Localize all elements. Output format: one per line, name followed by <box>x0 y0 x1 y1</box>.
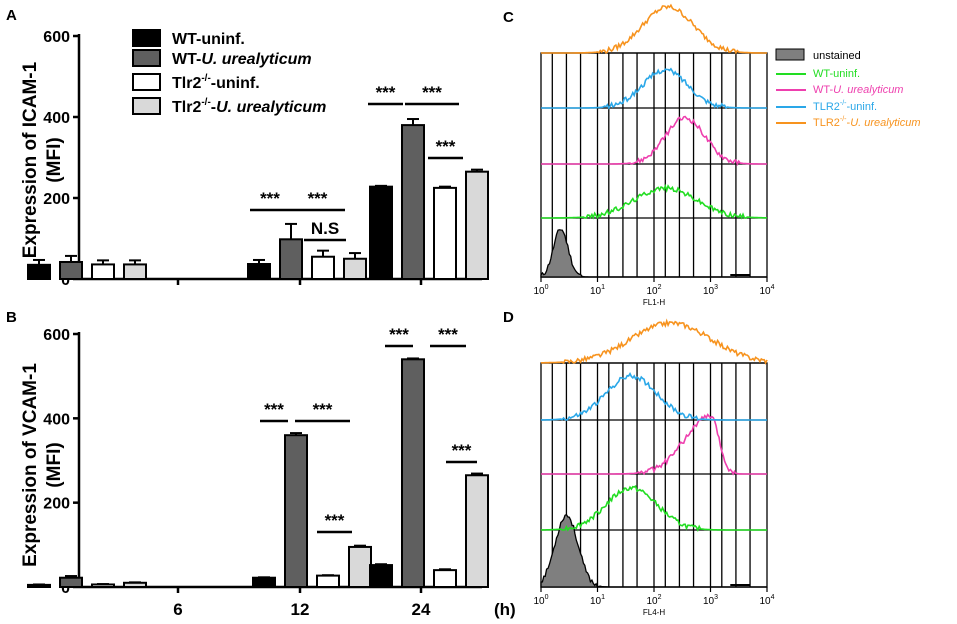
panel-label-b: B <box>6 309 17 326</box>
y-tick-label: 200 <box>43 496 70 513</box>
y-tick-label: 0 <box>61 272 70 289</box>
x-tick-label: 12 <box>291 600 310 619</box>
bar <box>401 124 425 280</box>
panel-label-c: C <box>503 9 514 26</box>
legend-swatch <box>132 49 161 67</box>
tlr2-uninf-histogram <box>541 67 767 110</box>
y-tick-label: 0 <box>61 580 70 597</box>
bar <box>279 238 303 280</box>
bar <box>59 576 83 588</box>
x-tick-label: 104 <box>759 594 774 607</box>
ylabel-icam: Expression of ICAM-1 (MFI) <box>20 61 65 258</box>
panel-label-d: D <box>503 309 514 326</box>
bar <box>348 545 372 588</box>
x-tick-label: 24 <box>412 600 431 619</box>
flow-histogram-fl1: 100 101 102 103 104 FL1-H <box>533 3 775 307</box>
x-tick-label: 101 <box>590 594 605 607</box>
significance-label: *** <box>260 189 280 208</box>
significance-label: *** <box>325 511 345 530</box>
x-tick-label: 104 <box>759 284 774 297</box>
ylabel-vcam: Expression of VCAM-1 (MFI) <box>20 363 65 567</box>
x-axis-label: FL1-H <box>643 298 665 307</box>
flow-histogram-fl4: 100 101 102 103 104 FL4-H <box>533 318 775 617</box>
legend-label: WT-U. urealyticum <box>813 84 903 96</box>
bar <box>433 569 457 589</box>
bar <box>252 576 276 588</box>
significance-label: *** <box>313 400 333 419</box>
bar <box>401 358 425 588</box>
panel-label-a: A <box>6 7 17 24</box>
unstained-histogram <box>540 229 767 278</box>
significance-label: *** <box>264 400 284 419</box>
bar-chart-icam: 0 200 400 600 *** *** N.S *** *** *** <box>27 29 489 289</box>
x-unit-label: (h) <box>494 600 516 619</box>
bar <box>123 263 147 281</box>
ylabel-icam-line2: (MFI) <box>44 137 65 182</box>
x-axis-label: FL4-H <box>643 608 665 617</box>
ylabel-icam-line1: Expression of ICAM-1 <box>20 61 41 258</box>
bar <box>123 581 147 588</box>
bar <box>465 474 489 588</box>
legend-label: Tlr2-/--U. urealyticum <box>172 97 326 116</box>
tlr2-uninf-histogram <box>541 372 767 421</box>
y-tick-label: 600 <box>43 29 70 46</box>
significance-label: *** <box>452 441 472 460</box>
legend-label: WT-U. urealyticum <box>172 51 312 68</box>
x-tick-label: 100 <box>533 594 548 607</box>
x-tick-label: 6 <box>173 600 182 619</box>
bar <box>247 263 271 281</box>
bar-chart-vcam: 0 200 400 600 6 12 24 (h) *** *** *** *** *** *** <box>27 325 516 619</box>
wt-urea-histogram <box>541 115 767 167</box>
legend-swatch <box>132 97 161 115</box>
bar <box>284 434 308 589</box>
legend-swatch <box>132 73 161 91</box>
legend-label: TLR2-/--U. urealyticum <box>813 116 920 129</box>
significance-label: *** <box>436 137 456 156</box>
legend-swatch <box>775 48 805 61</box>
x-tick-label: 103 <box>703 594 718 607</box>
bar <box>465 170 489 280</box>
bar <box>343 257 367 280</box>
x-tick-label: 101 <box>590 284 605 297</box>
bar <box>316 574 340 588</box>
wt-uninf-histogram <box>541 183 768 220</box>
tlr2-urea-histogram <box>541 3 767 55</box>
y-tick-label: 400 <box>43 411 70 428</box>
legend-label: WT-uninf. <box>172 31 245 48</box>
unstained-histogram <box>540 513 767 588</box>
flow-legend: unstained WT-uninf. WT-U. urealyticum TLR2-… <box>775 48 920 129</box>
significance-label: *** <box>308 189 328 208</box>
bar <box>433 186 457 280</box>
legend-label: unstained <box>813 50 861 62</box>
bar <box>369 185 393 280</box>
bar <box>369 564 393 588</box>
x-tick-label: 100 <box>533 284 548 297</box>
x-tick-label: 102 <box>646 594 661 607</box>
significance-label: *** <box>422 83 442 102</box>
wt-urea-histogram <box>541 413 767 476</box>
legend-label: TLR2-/--uninf. <box>813 100 877 113</box>
significance-label: *** <box>438 325 458 344</box>
x-tick-label: 103 <box>703 284 718 297</box>
significance-label: N.S <box>311 219 339 238</box>
legend-label: WT-uninf. <box>813 68 860 80</box>
legend-swatch <box>132 29 161 47</box>
ylabel-vcam-line1: Expression of VCAM-1 <box>20 363 41 567</box>
ylabel-vcam-line2: (MFI) <box>44 442 65 487</box>
y-tick-label: 600 <box>43 327 70 344</box>
bar <box>91 263 115 281</box>
tlr2-urea-histogram <box>541 318 768 365</box>
significance-label: *** <box>376 83 396 102</box>
x-tick-label: 102 <box>646 284 661 297</box>
significance-label: *** <box>389 325 409 344</box>
wt-uninf-histogram <box>541 485 767 533</box>
y-tick-label: 200 <box>43 191 70 208</box>
bar <box>27 263 51 281</box>
legend-label: Tlr2-/--uninf. <box>172 73 260 92</box>
bar <box>311 255 335 281</box>
y-tick-label: 400 <box>43 110 70 127</box>
bar-legend: WT-uninf. WT-U. urealyticum Tlr2-/--uninf.… <box>132 29 326 116</box>
bar <box>59 260 83 280</box>
